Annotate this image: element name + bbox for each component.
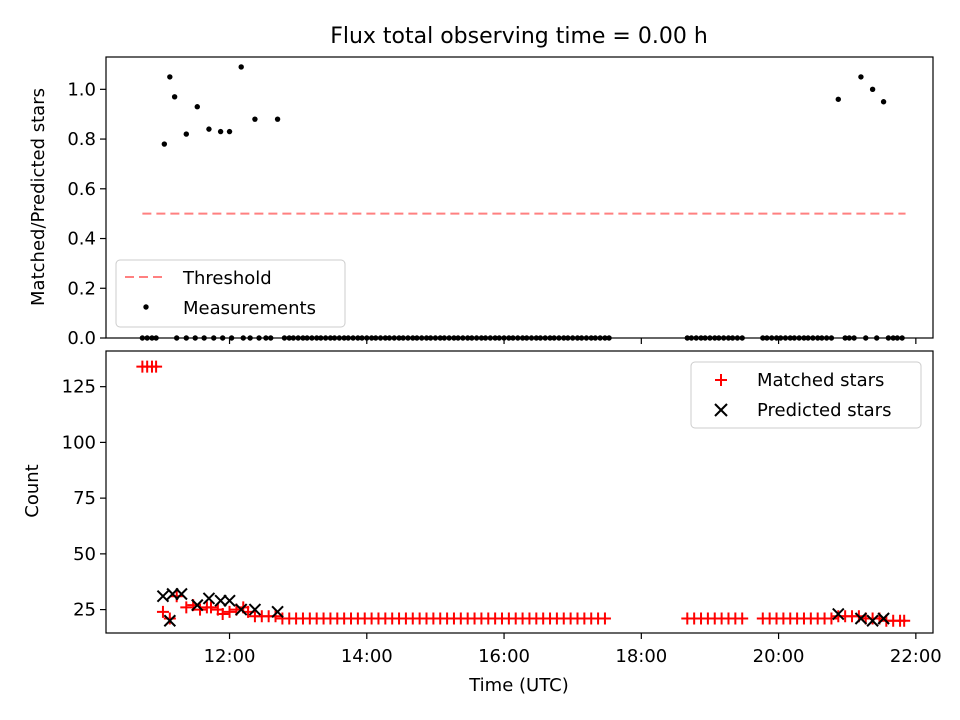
matched-star-point — [825, 612, 838, 625]
measurement-point — [869, 86, 876, 93]
predicted-star-point — [202, 592, 216, 605]
count-y-tick-label: 50 — [73, 544, 96, 565]
matched-star-point — [194, 603, 207, 616]
count-plot-area — [136, 360, 911, 627]
ratio-y-tick-label: 0.2 — [67, 278, 96, 299]
count-y-tick-label: 75 — [73, 488, 96, 509]
time-axis-label: Time (UTC) — [468, 675, 569, 696]
count-x-tick-label: 14:00 — [341, 646, 393, 667]
ratio-legend: Threshold Measurements — [115, 259, 346, 328]
measurement-point — [194, 104, 200, 110]
predicted-legend-swatch — [714, 403, 728, 417]
count-axes-frame — [105, 350, 934, 634]
predicted-star-point — [832, 607, 845, 621]
predicted-star-point — [854, 612, 868, 625]
predicted-legend-label: Predicted stars — [757, 400, 891, 421]
matched-star-point — [269, 610, 282, 623]
measurements-legend-swatch — [143, 304, 149, 310]
measurement-point — [274, 116, 281, 122]
count-x-tick-label: 16:00 — [478, 646, 530, 667]
measurement-point — [226, 128, 233, 135]
predicted-star-point — [234, 603, 248, 616]
ratio-y-tick-label: 0.8 — [67, 129, 96, 150]
predicted-star-point — [866, 614, 879, 627]
count-y-tick-label: 125 — [62, 377, 96, 398]
matched-star-point — [170, 590, 183, 603]
measurement-point — [183, 131, 189, 137]
measurement-point — [252, 116, 258, 122]
matched-star-point — [736, 612, 749, 625]
chart-title: Flux total observing time = 0.00 h — [330, 24, 708, 49]
measurement-point — [167, 74, 173, 80]
predicted-star-point — [214, 594, 227, 607]
ratio-axis-label: Matched/Predicted stars — [28, 88, 49, 306]
matched-star-point — [216, 608, 229, 621]
predicted-star-point — [163, 614, 177, 627]
matched-star-point — [163, 612, 176, 625]
predicted-star-point — [223, 594, 236, 607]
predicted-star-point — [271, 605, 284, 619]
count-legend-box — [690, 361, 922, 429]
predicted-star-point — [191, 598, 204, 612]
count-y-tick-label: 25 — [73, 600, 96, 621]
matched-star-point — [205, 601, 218, 614]
measurement-point — [835, 96, 841, 102]
ratio-y-tick-label: 1.0 — [67, 79, 96, 100]
measurement-point — [217, 128, 224, 135]
matched-star-point — [898, 614, 911, 627]
predicted-star-point — [248, 603, 262, 616]
measurements-legend-label: Measurements — [183, 298, 316, 319]
count-x-tick-label: 12:00 — [204, 646, 256, 667]
count-x-tick-label: 18:00 — [615, 646, 667, 667]
measurement-point — [880, 99, 887, 105]
matched-star-point — [150, 360, 163, 373]
matched-legend-swatch — [715, 374, 727, 386]
ratio-legend-box — [115, 259, 346, 328]
count-x-tick-label: 20:00 — [753, 646, 805, 667]
count-axis-ticks: 25 50 75 100 125 12:00 14:00 16:00 18:00 20:00 22:… — [62, 377, 942, 667]
measurement-point — [161, 141, 168, 147]
predicted-star-point — [166, 587, 179, 601]
matched-star-point — [598, 612, 611, 625]
measurement-point — [206, 126, 212, 132]
count-legend: Matched stars Predicted stars — [690, 361, 922, 429]
predicted-star-point — [175, 587, 188, 601]
count-panel: Count Time (UTC) 25 50 75 100 125 12:00 14:00 1… — [22, 350, 942, 696]
ratio-panel: Flux total observing time = 0.00 h Match… — [28, 24, 934, 349]
measurement-point — [858, 74, 864, 80]
matched-star-point — [156, 605, 169, 618]
threshold-legend-label: Threshold — [182, 268, 272, 289]
ratio-axes-frame — [105, 56, 934, 339]
ratio-y-tick-label: 0.4 — [67, 229, 96, 250]
predicted-star-point — [877, 612, 890, 625]
predicted-star-point — [156, 590, 170, 603]
measurement-point — [238, 64, 244, 70]
matched-legend-label: Matched stars — [757, 370, 884, 391]
measurement-point — [171, 94, 178, 100]
ratio-y-tick-label: 0.0 — [67, 328, 96, 349]
count-y-tick-label: 100 — [62, 432, 96, 453]
matched-star-point — [180, 601, 193, 614]
ratio-y-tick-label: 0.6 — [67, 179, 96, 200]
count-x-tick-label: 22:00 — [890, 646, 942, 667]
matched-star-point — [223, 605, 236, 618]
count-axis-label: Count — [22, 464, 43, 517]
